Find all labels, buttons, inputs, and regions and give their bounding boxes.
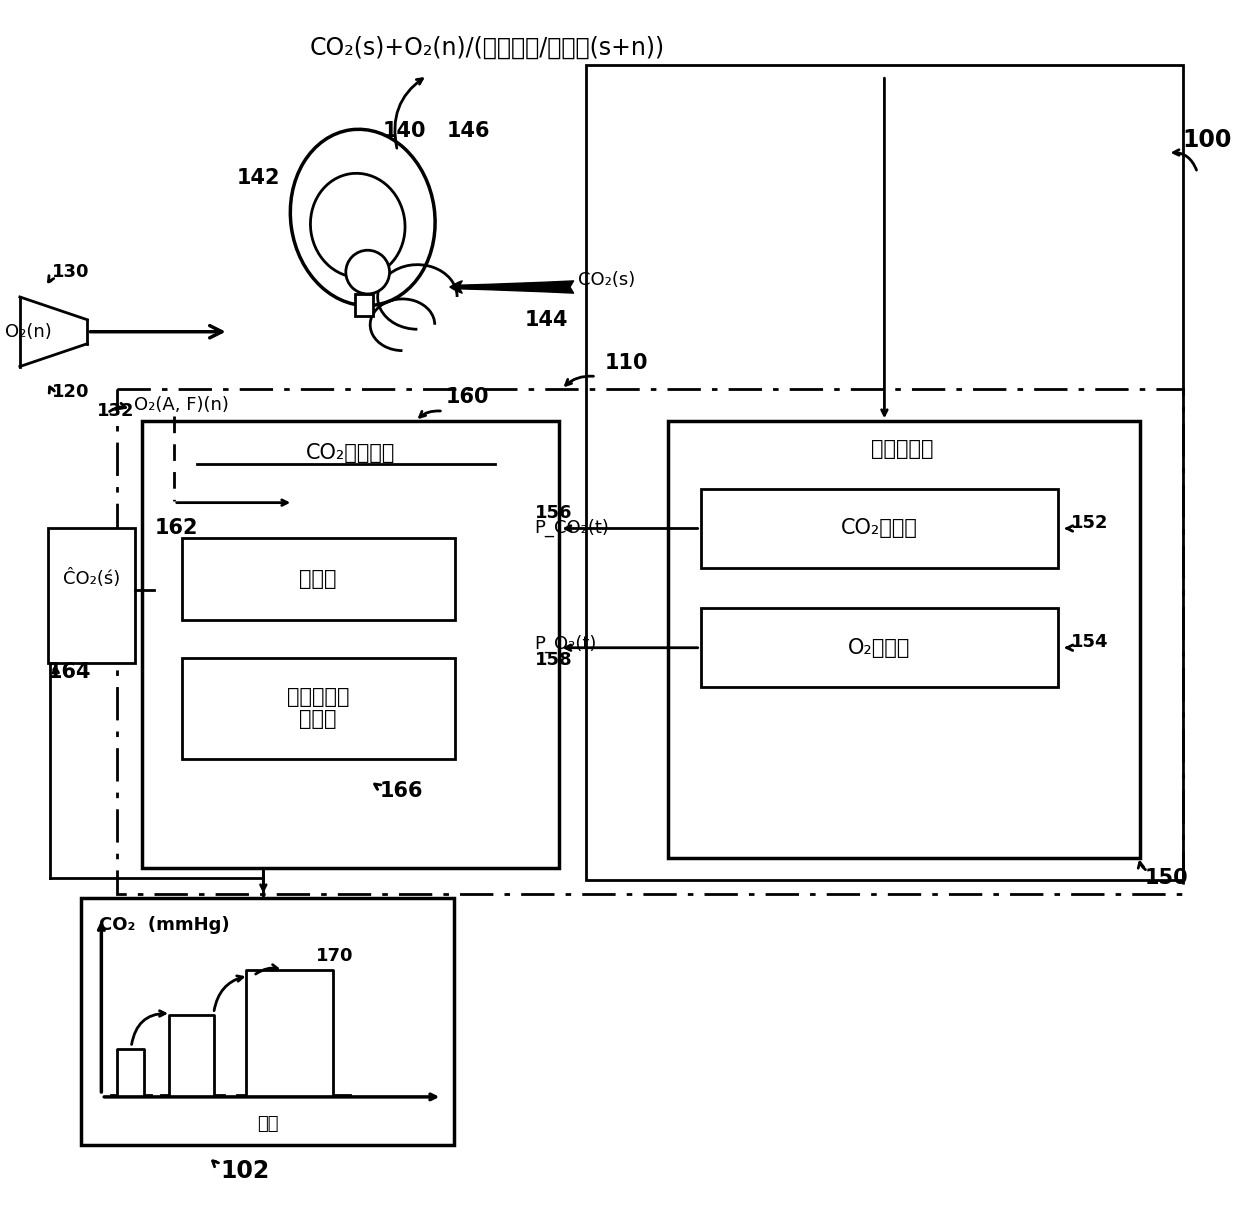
Text: O₂(n): O₂(n) xyxy=(5,322,52,340)
Ellipse shape xyxy=(290,130,435,305)
Text: 164: 164 xyxy=(47,661,92,682)
Text: 160: 160 xyxy=(445,388,489,407)
Text: CO₂(s)+O₂(n)/(气体样品/混合物(s+n)): CO₂(s)+O₂(n)/(气体样品/混合物(s+n)) xyxy=(309,35,665,59)
Bar xyxy=(701,608,1058,688)
Text: 140: 140 xyxy=(383,121,427,140)
Text: 130: 130 xyxy=(52,263,89,281)
Text: 156: 156 xyxy=(534,504,572,522)
Text: 142: 142 xyxy=(237,167,280,188)
Text: 102: 102 xyxy=(221,1159,270,1182)
Text: 消除器: 消除器 xyxy=(299,710,337,729)
Text: ĈO₂(ś): ĈO₂(ś) xyxy=(63,569,120,587)
Text: CO₂(s): CO₂(s) xyxy=(578,271,636,289)
Bar xyxy=(82,899,454,1144)
Text: 152: 152 xyxy=(1071,513,1109,532)
Text: 处理器: 处理器 xyxy=(299,569,337,590)
Circle shape xyxy=(346,251,389,294)
Text: CO₂检测器: CO₂检测器 xyxy=(841,518,918,539)
Bar xyxy=(143,421,559,868)
Text: 120: 120 xyxy=(52,384,89,401)
Text: 气体采样室: 气体采样室 xyxy=(870,440,934,459)
Text: O₂(A, F)(n): O₂(A, F)(n) xyxy=(134,396,229,414)
Bar xyxy=(587,65,1183,880)
Text: 150: 150 xyxy=(1145,868,1188,889)
Text: CO₂恢复单元: CO₂恢复单元 xyxy=(306,443,396,463)
Bar xyxy=(668,421,1140,859)
Text: P_O₂(t): P_O₂(t) xyxy=(534,635,596,653)
Text: 144: 144 xyxy=(525,310,568,329)
Text: 自适应噪声: 自适应噪声 xyxy=(286,688,350,707)
Bar xyxy=(701,489,1058,568)
Text: 154: 154 xyxy=(1071,633,1109,650)
Bar xyxy=(118,390,1183,894)
Bar xyxy=(355,294,373,316)
Text: 时间: 时间 xyxy=(258,1115,279,1132)
Bar xyxy=(182,658,455,759)
Bar xyxy=(182,539,455,620)
Text: CO₂  (mmHg): CO₂ (mmHg) xyxy=(99,916,229,934)
Text: 166: 166 xyxy=(379,781,423,800)
Text: 162: 162 xyxy=(155,518,198,539)
Text: 100: 100 xyxy=(1183,128,1231,153)
Bar xyxy=(47,528,135,662)
Text: 132: 132 xyxy=(98,402,135,420)
Text: P_CO₂(t): P_CO₂(t) xyxy=(534,518,610,536)
Text: 170: 170 xyxy=(316,947,353,965)
Text: 146: 146 xyxy=(448,121,491,140)
Text: 158: 158 xyxy=(534,650,572,668)
Text: O₂检测器: O₂检测器 xyxy=(848,638,910,658)
Ellipse shape xyxy=(310,173,405,277)
Text: 110: 110 xyxy=(604,354,647,373)
